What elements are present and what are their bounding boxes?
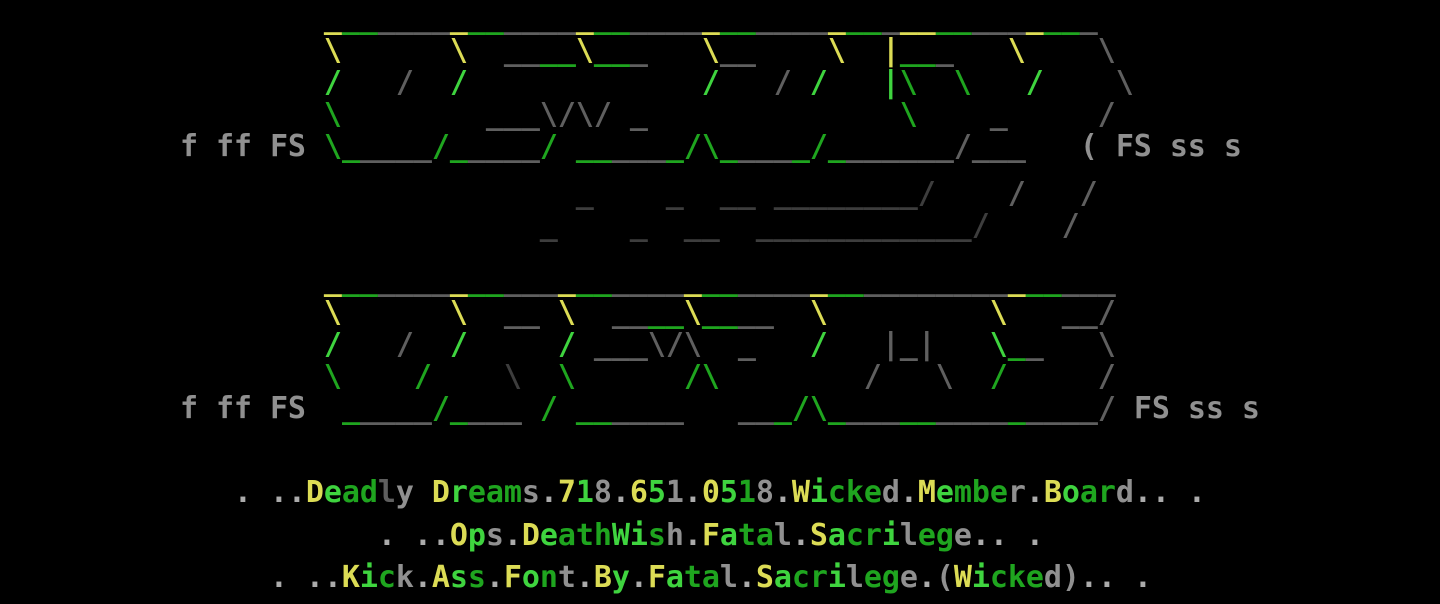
banner-tail: _ _ __ ________/ / / _ _ __ ____________… — [539, 176, 1098, 243]
credit-line-ops: . ..Ops.DeathWish.Fatal.Sacrilege.. . — [377, 518, 1044, 553]
credit-line-board: . ..Deadly Dreams.718.651.0518.Wicked.Me… — [233, 475, 1206, 510]
banner-dreams: ________________________________________… — [179, 263, 1260, 426]
banner-deadly: ________________________________________… — [179, 1, 1242, 164]
credit-line-font: . ..Kick.Ass.Font.By.Fatal.Sacrilege.(Wi… — [269, 560, 1152, 595]
